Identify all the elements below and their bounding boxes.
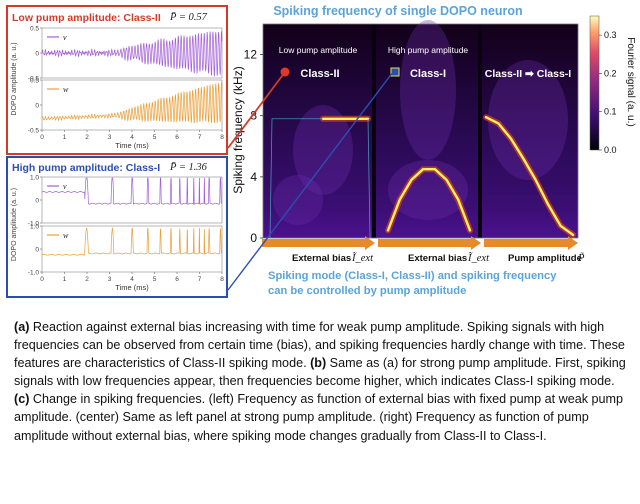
y-axis-label: DOPO amplitude (a. u.) xyxy=(11,188,18,261)
y-axis-label: DOPO amplitude (a. u.) xyxy=(11,42,18,115)
sub-label-low: Low pump amplitude xyxy=(279,45,358,55)
spectrogram-chart: 0 4 8 12 Spiking frequency (kHz) Spiking freq… xyxy=(231,4,636,297)
legend-label-w: w xyxy=(63,85,69,94)
x-tick-label: 5 xyxy=(153,134,157,141)
caption-c-text: Change in spiking frequencies. (left) Fr… xyxy=(14,392,624,443)
arrow-label: External bias xyxy=(408,253,467,264)
class-label-3: Class-II ➡ Class-I xyxy=(485,68,571,80)
caption-b-text: Same as (a) for strong pump amplitude. F… xyxy=(14,356,626,389)
arrow-label: Pump amplitude xyxy=(508,253,582,264)
y-tick-label: 0.5 xyxy=(30,78,39,85)
arrow-label: External bias xyxy=(292,253,351,264)
x-tick-label: 8 xyxy=(220,276,224,283)
series-line-v xyxy=(41,177,222,205)
x-tick-label: 7 xyxy=(198,134,202,141)
y-tick-label: 0 xyxy=(35,247,39,254)
x-tick-label: 2 xyxy=(85,134,89,141)
marker-blue xyxy=(390,67,400,77)
panel-b-pump-label: P̄ = 1.36 xyxy=(170,162,207,173)
arrow-math: Ĩ_ext xyxy=(351,252,374,264)
caption-c-tag: (c) xyxy=(14,392,30,407)
y-tick-label: 12 xyxy=(244,48,258,62)
caption-a-tag: (a) xyxy=(14,320,30,334)
arrow-math: P̃ xyxy=(577,251,585,264)
y-tick-label: 1.0 xyxy=(30,224,39,231)
caption-b-tag: (b) xyxy=(310,356,327,371)
frequency-trace-3 xyxy=(484,116,575,237)
panel-b xyxy=(6,156,228,298)
x-tick-label: 7 xyxy=(198,276,202,283)
x-tick-label: 0 xyxy=(40,276,44,283)
axis-arrow xyxy=(484,236,578,250)
spectral-haze xyxy=(273,175,323,225)
subtitle-line-1: Spiking mode (Class-I, Class-II) and spi… xyxy=(268,270,557,282)
y-tick-label: -1.0 xyxy=(28,270,40,277)
chart-title: Spiking frequency of single DOPO neuron xyxy=(273,4,522,18)
legend-label-w: w xyxy=(63,231,69,240)
arrow-math: Ĩ_ext xyxy=(467,252,490,264)
colorbar-tick-label: 0.1 xyxy=(604,107,617,117)
sub-label-high: High pump amplitude xyxy=(388,45,469,55)
y-tick-label: 0 xyxy=(250,231,257,245)
series-line-w xyxy=(41,227,222,256)
colorbar-tick-label: 0.0 xyxy=(604,145,617,155)
x-tick-label: 6 xyxy=(175,276,179,283)
panel-a-pump-label: P̄ = 0.57 xyxy=(170,12,207,23)
x-tick-label: 8 xyxy=(220,134,224,141)
frequency-trace-2 xyxy=(386,168,472,232)
x-tick-label: 0 xyxy=(40,134,44,141)
y-tick-label: -1.0 xyxy=(28,221,40,228)
colorbar-label: Fourier signal (a. u.) xyxy=(625,37,636,126)
x-tick-label: 4 xyxy=(130,134,134,141)
caption-a-text: Reaction against external bias increasin… xyxy=(14,320,625,371)
y-tick-label: 8 xyxy=(250,109,257,123)
legend-label-v: v xyxy=(63,182,67,191)
spectral-haze xyxy=(400,20,456,160)
spectral-haze xyxy=(388,160,468,220)
plot-frame xyxy=(41,176,223,224)
axis-arrow xyxy=(378,236,481,250)
legend-label-v: v xyxy=(63,33,67,42)
x-tick-label: 6 xyxy=(175,134,179,141)
series-line-v xyxy=(41,31,223,77)
x-axis-label: Time (ms) xyxy=(115,283,149,292)
y-tick-label: 0 xyxy=(35,103,39,110)
y-tick-label: 0.5 xyxy=(30,26,39,33)
y-tick-label: 1.0 xyxy=(30,175,39,182)
x-tick-label: 2 xyxy=(85,276,89,283)
panel-a xyxy=(6,5,228,155)
x-tick-label: 1 xyxy=(63,276,67,283)
panel-b-title: High pump amplitude: Class-I xyxy=(12,162,161,174)
series-line-w xyxy=(41,82,223,124)
class-label-1: Class-II xyxy=(300,68,339,80)
x-tick-label: 1 xyxy=(63,134,67,141)
colorbar-tick-label: 0.2 xyxy=(604,68,617,78)
subtitle-line-2: can be controlled by pump amplitude xyxy=(268,285,466,297)
figure-caption: (a) Reaction against external bias incre… xyxy=(14,318,626,445)
class-label-2: Class-I xyxy=(410,68,446,80)
x-tick-label: 3 xyxy=(108,276,112,283)
panel-divider xyxy=(478,24,482,238)
panel-divider xyxy=(372,24,376,238)
y-tick-label: 4 xyxy=(250,170,257,184)
y-tick-label: 0 xyxy=(35,51,39,58)
x-tick-label: 3 xyxy=(108,134,112,141)
panel-a-plot: DOPO amplitude (a. u.) -0.500.5v-0.500.5w… xyxy=(11,26,224,150)
x-axis-label: Time (ms) xyxy=(115,141,149,150)
x-tick-label: 5 xyxy=(153,276,157,283)
y-tick-label: -0.5 xyxy=(28,76,40,83)
y-tick-label: -0.5 xyxy=(28,128,40,135)
colorbar xyxy=(589,15,600,151)
marker-red xyxy=(280,67,290,77)
panel-a-title: Low pump amplitude: Class-II xyxy=(12,12,161,24)
colorbar-tick-label: 0.3 xyxy=(604,30,617,40)
spectral-haze xyxy=(488,60,568,180)
panel-b-plot: DOPO amplitude (a. u.) -1.001.0v-1.001.0w… xyxy=(11,175,224,292)
y-tick-label: 0 xyxy=(35,198,39,205)
y-axis-label: Spiking frequency (kHz) xyxy=(231,66,245,193)
x-tick-label: 4 xyxy=(130,276,134,283)
